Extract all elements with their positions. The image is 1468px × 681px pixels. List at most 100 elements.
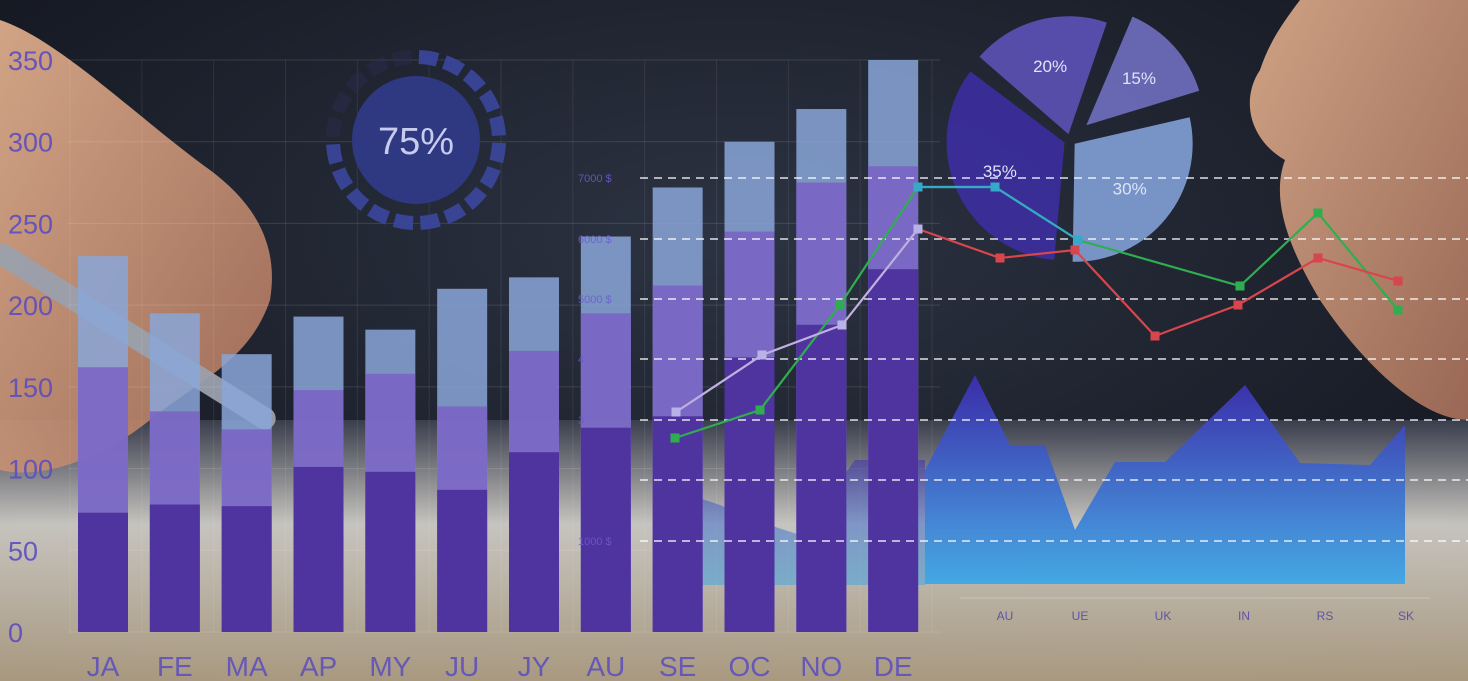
line-series-green-point [1393,305,1403,315]
line-series-green-point [1235,281,1245,291]
line-series-green-point [670,433,680,443]
gauge-segment [443,203,467,225]
gauge-segment [345,70,369,94]
line-series-red-point [995,253,1005,263]
gauge-segment [331,167,353,191]
line-series-green-point [755,405,765,415]
x-tick-label: FE [157,651,193,681]
gauge-segment [479,89,501,113]
bar-ap-s3 [293,466,344,632]
line-x-tick-label: IN [1238,609,1250,623]
gauge-segment [463,186,487,210]
y-tick-label: 350 [8,46,53,76]
x-tick-label: SE [659,651,696,681]
gauge-segment [489,142,506,164]
bar-no-s3 [796,324,847,632]
line-series-pale-point [913,224,923,234]
bar-ma-s3 [221,506,272,632]
bar-se-s3 [652,416,703,632]
gauge-disc [352,76,480,204]
line-y-tick-label: 4 [578,354,584,366]
line-series-teal-point [1073,235,1083,245]
pie-label: 15% [1122,69,1156,88]
pie-slice-30 [1072,117,1193,262]
line-series-teal-point [913,182,923,192]
y-tick-label: 100 [8,455,53,485]
bar-y-axis: 0 50 100 150 200 250 300 350 [8,46,53,648]
line-chart: 7000 $ 6000 $ 5000 $ 4 3 1000 $ AU UE UK IN RS SK [578,173,1468,623]
bar-x-axis: JA FE MA AP MY JU JY AU SE OC NO DE [87,651,913,681]
y-tick-label: 200 [8,291,53,321]
left-hand-shape [0,20,272,473]
gauge-segment [489,115,506,137]
line-series-green-point [1313,208,1323,218]
gauge-segment [331,90,353,115]
x-tick-label: MY [369,651,411,681]
x-tick-label: JU [445,651,479,681]
x-tick-label: OC [729,651,771,681]
line-series-pale-point [671,407,681,417]
line-y-tick-label: 3 [578,415,584,427]
bar-chart [78,60,919,633]
gauge-label: 75% [378,121,454,163]
line-series-red-point [1070,245,1080,255]
x-tick-label: AP [300,651,337,681]
x-tick-label: AU [586,651,625,681]
y-tick-label: 50 [8,536,38,566]
x-tick-label: JY [518,651,551,681]
y-tick-label: 0 [8,618,23,648]
line-y-tick-label: 7000 $ [578,173,612,185]
bar-jy-s3 [509,452,559,632]
gauge-segment [479,165,501,190]
gauge-segment [326,143,343,165]
bar-ja-s3 [78,512,128,632]
gauge-segment [346,187,370,211]
line-x-tick-label: RS [1317,609,1334,623]
bar-au-s3 [580,427,631,632]
bar-my-s3 [365,471,416,632]
line-x-tick-label: UK [1155,609,1172,623]
x-tick-label: DE [874,651,913,681]
line-y-tick-label: 5000 $ [578,294,612,306]
x-tick-label: JA [87,651,120,681]
line-y-tick-label: 6000 $ [578,234,612,246]
gauge-segment [419,213,441,230]
pie-slice-15 [1086,16,1200,126]
pie-label: 35% [983,162,1017,181]
line-series-red-point [1233,300,1243,310]
pie-slice-20 [979,16,1107,135]
y-tick-label: 250 [8,209,53,239]
line-x-tick-label: SK [1398,609,1414,623]
line-series-red-point [1313,253,1323,263]
gauge-segment [462,69,486,93]
pie-label: 20% [1033,57,1067,76]
gauge-segment [392,213,414,230]
line-series-red-point [1150,331,1160,341]
line-series-green-point [835,300,845,310]
bar-de-s3 [868,269,919,632]
right-hand-shape [1249,0,1468,420]
bar-ju-s3 [437,489,488,632]
line-series-pale-point [837,320,847,330]
x-tick-label: NO [800,651,842,681]
gauge-segment [326,116,343,138]
line-x-tick-label: AU [997,609,1014,623]
y-tick-label: 150 [8,373,53,403]
pen-shape [0,244,276,430]
gauge-segment [366,203,391,225]
line-series-pale [675,228,919,413]
line-series-teal-point [990,182,1000,192]
gauge-chart: 75% [326,50,506,230]
line-series-pale-point [757,350,767,360]
bar-fe-s3 [149,504,200,632]
y-tick-label: 300 [8,128,53,158]
line-series-red-point [1393,276,1403,286]
bar-oc-s3 [724,357,775,632]
pie-chart: 35% 20% 15% 30% [946,16,1200,262]
pie-label: 30% [1113,179,1147,198]
gauge-segment [365,55,389,77]
gauge-segment [418,50,440,67]
line-y-tick-label: 1000 $ [578,536,612,548]
